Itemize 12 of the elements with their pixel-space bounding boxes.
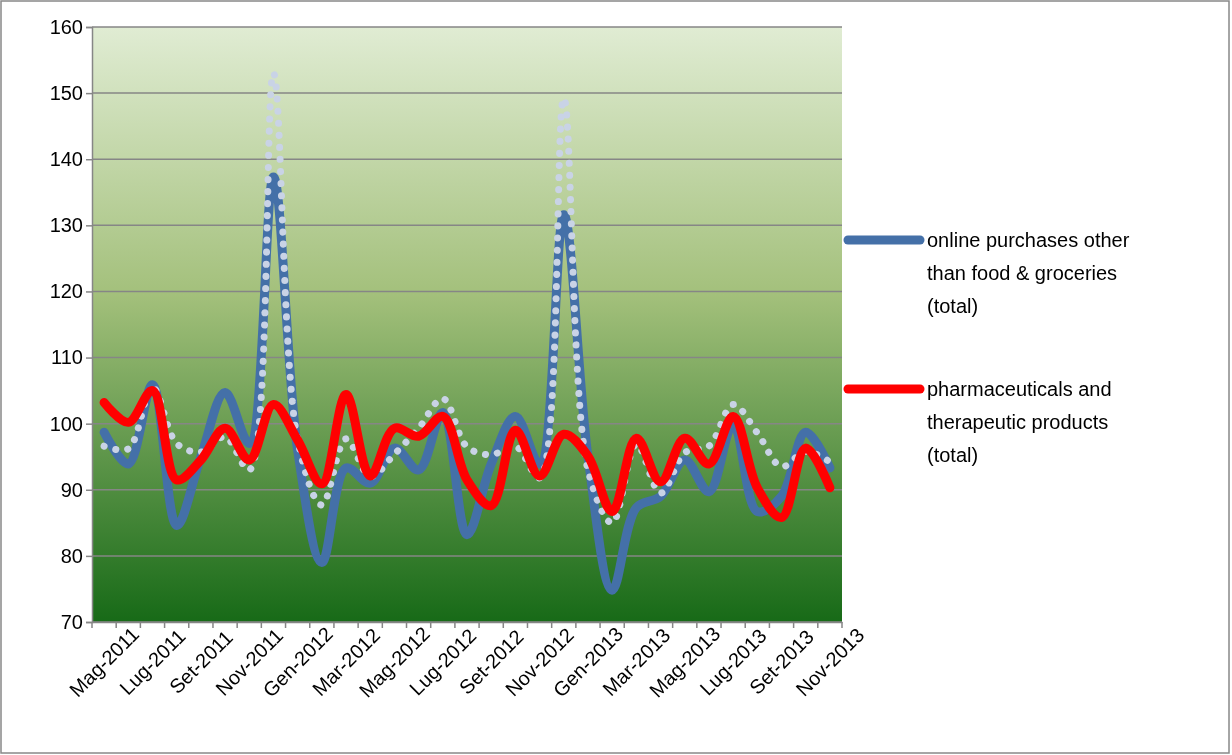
y-tick-label: 100 [49, 412, 83, 435]
legend-label: online purchases other than food & groceries (total) [927, 229, 1130, 317]
y-tick-label: 90 [60, 478, 83, 501]
y-tick-label: 120 [49, 280, 83, 303]
y-tick-label: 160 [49, 15, 83, 38]
legend-label: pharmaceuticals and therapeutic products (total) [927, 378, 1112, 466]
y-tick-label: 140 [49, 148, 83, 171]
y-tick-label: 70 [60, 610, 83, 633]
y-tick-label: 110 [51, 346, 83, 369]
y-tick-label: 80 [60, 544, 83, 567]
y-tick-label: 130 [49, 214, 83, 237]
y-tick-label: 150 [49, 82, 83, 105]
